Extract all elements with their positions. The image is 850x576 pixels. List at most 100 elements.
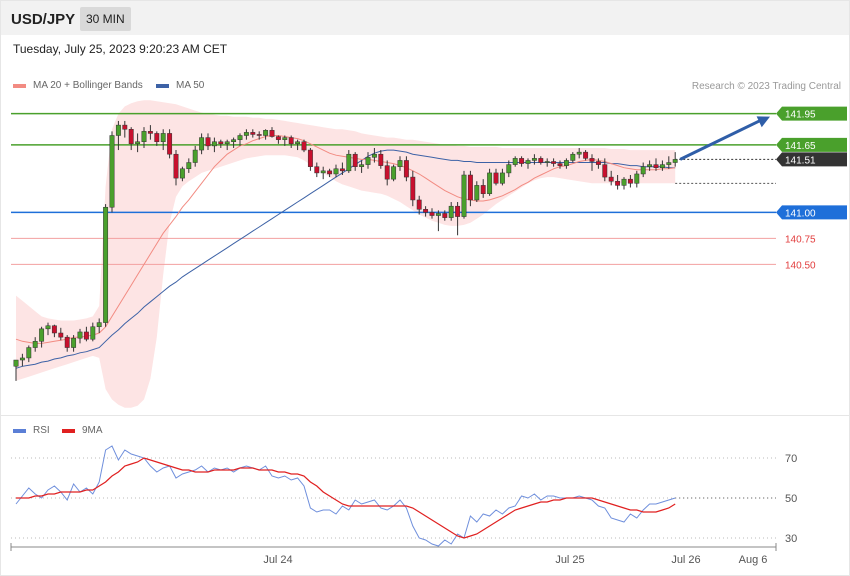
candle-body: [26, 347, 32, 359]
x-tick-label: Jul 25: [555, 554, 584, 566]
candle-body: [45, 325, 51, 330]
candle-body: [135, 141, 141, 145]
candle-body: [448, 205, 454, 218]
candle-body: [551, 161, 557, 164]
candle-body: [653, 164, 659, 168]
candle-body: [115, 124, 121, 136]
candle-body: [531, 158, 537, 161]
candle-body: [51, 325, 57, 334]
ma20-swatch: [13, 83, 26, 88]
candle-body: [576, 151, 582, 155]
candle-body: [39, 328, 45, 342]
candle-body: [493, 172, 499, 184]
candle-body: [295, 141, 301, 145]
candle-body: [583, 151, 589, 159]
candle-body: [359, 164, 365, 167]
candle-body: [333, 168, 339, 175]
rsi-9ma-line: [16, 457, 676, 539]
candle-body: [237, 135, 243, 140]
candle-body: [570, 153, 576, 161]
candle-body: [602, 164, 608, 178]
rsi-tick-label: 50: [785, 493, 797, 505]
candle-body: [480, 185, 486, 194]
candle-body: [218, 141, 224, 145]
candle-body: [544, 161, 550, 163]
level-tag-bg: [776, 106, 847, 121]
forecast-arrow-shaft: [679, 118, 763, 161]
candle-body: [103, 206, 109, 323]
candle-body: [621, 178, 627, 186]
level-tag-140.50: 140.50: [785, 260, 816, 271]
candle-body: [327, 170, 333, 175]
candle-body: [378, 153, 384, 166]
ma50-legend-label: MA 50: [176, 80, 205, 91]
timestamp: Tuesday, July 25, 2023 9:20:23 AM CET: [13, 42, 228, 56]
timeframe-badge[interactable]: 30 MIN: [80, 7, 131, 31]
x-tick-label: Aug 6: [739, 554, 768, 566]
symbol-label: USD/JPY: [11, 11, 76, 28]
level-label: 141.95: [785, 110, 816, 121]
level-label: 141.65: [785, 141, 816, 152]
candle-body: [672, 159, 678, 163]
candle-body: [487, 172, 493, 194]
rsi-tick-label: 30: [785, 533, 797, 545]
candle-body: [403, 160, 409, 178]
ma20-legend-label: MA 20 + Bollinger Bands: [33, 80, 143, 91]
candle-body: [224, 141, 230, 145]
credit-text: Research © 2023 Trading Central: [691, 81, 841, 92]
candle-body: [83, 331, 89, 340]
level-tag-bg: [776, 152, 847, 167]
candle-body: [90, 326, 96, 340]
candle-body: [288, 137, 294, 145]
candle-body: [314, 166, 320, 174]
candle-body: [563, 160, 569, 166]
candle-body: [205, 137, 211, 147]
candle-body: [461, 174, 467, 217]
level-tag-141.00: 141.00: [776, 205, 847, 220]
rsi-panel: 70 50 30: [11, 445, 797, 547]
candle-body: [659, 164, 665, 168]
x-tick-label: Jul 24: [263, 554, 292, 566]
candle-body: [410, 176, 416, 201]
candle-body: [634, 173, 640, 184]
candle-body: [525, 160, 531, 164]
candle-body: [384, 165, 390, 180]
rsi-legend-label: RSI: [33, 425, 50, 436]
candle-body: [122, 124, 128, 130]
candle-body: [282, 137, 288, 140]
candle-body: [141, 131, 147, 142]
panel-separator: [1, 415, 849, 416]
candle-body: [109, 135, 115, 208]
candle-body: [199, 137, 205, 151]
level-tag-bg: [776, 205, 847, 220]
candle-body: [269, 130, 275, 137]
legend-ma50: MA 50: [156, 80, 204, 91]
level-tag-141.95: 141.95: [776, 106, 847, 121]
forecast-arrow-head: [756, 116, 770, 128]
candle-body: [397, 160, 403, 167]
level-label: 140.50: [785, 260, 816, 271]
candle-body: [339, 168, 345, 172]
level-label: 141.00: [785, 208, 816, 219]
rsi-tick-label: 70: [785, 453, 797, 465]
candle-body: [435, 213, 441, 216]
candle-body: [538, 158, 544, 163]
candle-body: [64, 336, 70, 348]
candle-body: [474, 185, 480, 201]
candle-body: [58, 332, 64, 338]
candle-body: [499, 172, 505, 184]
candle-body: [32, 341, 38, 348]
candle-body: [371, 153, 377, 158]
x-tick-label: Jul 26: [671, 554, 700, 566]
level-tag-141.65: 141.65: [776, 137, 847, 152]
candle-body: [506, 164, 512, 174]
candle-body: [71, 337, 77, 348]
ma9-swatch: [62, 428, 75, 433]
candle-body: [96, 322, 102, 328]
candle-body: [519, 158, 525, 164]
candle-body: [173, 153, 179, 179]
price-panel: 141.95 141.65 141.51 141.00 140.75 140.50: [11, 100, 847, 408]
level-label: 141.51: [785, 155, 816, 166]
candle-body: [167, 133, 173, 155]
